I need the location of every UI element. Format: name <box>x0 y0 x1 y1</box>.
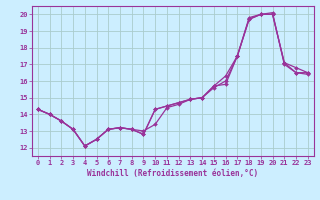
X-axis label: Windchill (Refroidissement éolien,°C): Windchill (Refroidissement éolien,°C) <box>87 169 258 178</box>
